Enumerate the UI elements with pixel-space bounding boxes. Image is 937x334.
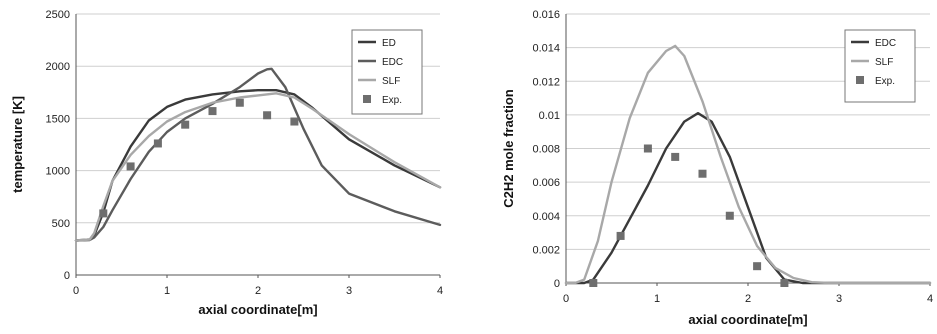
chart2-y-axis-title: C2H2 mole fraction [501, 89, 516, 208]
chart1-y-axis-title: temperature [K] [10, 96, 25, 193]
chart1-ytick-label-1: 500 [52, 218, 70, 230]
chart1-ytick-label-0: 0 [64, 270, 70, 282]
chart1-x-axis-title: axial coordinate[m] [198, 302, 317, 317]
chart2: 0 0.002 0.004 0.006 0.008 0.01 0.012 0.014 0.016… [501, 9, 933, 327]
chart2-xtick-label-4: 4 [927, 293, 933, 305]
chart2-series-line-edc [564, 111, 932, 285]
chart1-xtick-label-1: 1 [164, 285, 170, 297]
chart2-exp-point-4 [698, 169, 707, 178]
chart1-exp-point-1 [126, 162, 135, 171]
chart1-xtick-label-2: 2 [255, 285, 261, 297]
chart1-legend-label-edc: EDC [382, 57, 403, 68]
chart1-ytick-label-4: 2000 [46, 61, 70, 73]
chart1-ytick-label-2: 1000 [46, 166, 70, 178]
chart2-ytick-label-7: 0.014 [532, 43, 560, 55]
chart1-exp-point-6 [263, 111, 272, 120]
chart2-xtick-label-3: 3 [836, 293, 842, 305]
chart1-ytick-label-3: 1500 [46, 113, 70, 125]
chart1-exp-point-5 [235, 98, 244, 107]
chart2-exp-point-6 [753, 262, 762, 271]
chart2-xtick-label-2: 2 [745, 293, 751, 305]
chart2-xtick-label-1: 1 [654, 293, 660, 305]
chart2-legend-swatch-exp [856, 76, 864, 84]
chart1-exp-point-4 [208, 107, 217, 116]
chart2-ytick-label-1: 0.002 [532, 244, 560, 256]
chart1-xtick-label-0: 0 [73, 285, 79, 297]
chart2-ytick-label-5: 0.01 [539, 110, 560, 122]
chart2-ytick-label-4: 0.008 [532, 144, 560, 156]
chart2-exp-point-0 [589, 279, 598, 287]
chart2-xtick-label-0: 0 [563, 293, 569, 305]
chart2-series-line-slf [564, 44, 932, 285]
chart2-legend-label-slf: SLF [875, 57, 893, 68]
chart1-legend-label-slf: SLF [382, 76, 400, 87]
chart2-ytick-label-0: 0 [554, 278, 560, 290]
chart1-legend-label-ed: ED [382, 38, 396, 49]
chart1-exp-point-3 [181, 120, 190, 129]
chart1-series-line-edc [74, 67, 442, 242]
chart2-ytick-label-6: 0.012 [532, 76, 560, 88]
chart1-xtick-label-4: 4 [437, 285, 443, 297]
chart1: 0 500 1000 1500 2000 2500 0 1 2 3 4 axial coordinat… [10, 9, 443, 317]
chart2-ytick-label-3: 0.006 [532, 177, 560, 189]
chart1-legend-swatch-exp [363, 95, 371, 103]
chart1-exp-point-0 [99, 209, 108, 218]
chart2-x-axis-title: axial coordinate[m] [688, 312, 807, 327]
chart1-ytick-label-5: 2500 [46, 9, 70, 21]
chart1-legend-label-exp: Exp. [382, 95, 402, 106]
chart1-xtick-label-3: 3 [346, 285, 352, 297]
chart2-exp-point-3 [671, 152, 680, 161]
chart2-legend-label-edc: EDC [875, 38, 896, 49]
chart1-exp-point-2 [153, 139, 162, 148]
chart2-legend-label-exp: Exp. [875, 76, 895, 87]
chart2-ytick-label-2: 0.004 [532, 211, 560, 223]
chart2-exp-point-2 [643, 144, 652, 153]
chart2-exp-point-7 [780, 279, 789, 287]
chart1-exp-point-7 [290, 117, 299, 126]
chart2-exp-point-1 [616, 231, 625, 240]
chart2-ytick-label-8: 0.016 [532, 9, 560, 21]
chart2-exp-point-5 [725, 211, 734, 220]
